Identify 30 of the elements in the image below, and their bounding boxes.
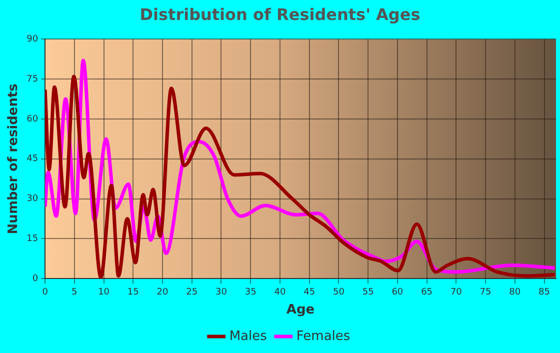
x-tick-label: 20	[156, 287, 169, 298]
y-tick-label: 30	[26, 194, 38, 204]
x-tick-label: 10	[98, 287, 110, 298]
x-tick-label: 5	[72, 287, 78, 298]
x-tick-label: 70	[450, 287, 462, 298]
x-tick-label: 15	[127, 287, 139, 298]
chart-title: Distribution of Residents' Ages	[140, 4, 420, 24]
x-tick-label: 35	[244, 287, 256, 298]
x-tick-label: 60	[392, 287, 404, 298]
x-tick-label: 0	[42, 287, 48, 298]
x-tick-label: 30	[216, 287, 228, 298]
x-tick-label: 50	[332, 287, 345, 298]
x-tick-label: 40	[274, 287, 286, 298]
x-tick-label: 85	[538, 287, 550, 298]
y-tick-label: 45	[26, 154, 38, 164]
x-tick-label: 45	[304, 287, 316, 298]
y-axis-title: Number of residents	[6, 83, 22, 234]
y-tick-label: 90	[26, 34, 38, 45]
x-tick-label: 65	[421, 287, 433, 298]
x-tick-label: 80	[509, 287, 521, 298]
x-tick-label: 75	[480, 287, 492, 298]
legend-label: Females	[296, 328, 350, 344]
y-tick-label: 75	[26, 74, 38, 84]
x-tick-label: 55	[362, 287, 374, 298]
legend-label: Males	[229, 328, 268, 344]
y-tick-label: 15	[26, 234, 38, 244]
x-axis-title: Age	[286, 302, 315, 318]
y-tick-label: 0	[32, 274, 38, 284]
y-tick-label: 60	[26, 114, 38, 124]
x-tick-label: 25	[186, 287, 198, 298]
